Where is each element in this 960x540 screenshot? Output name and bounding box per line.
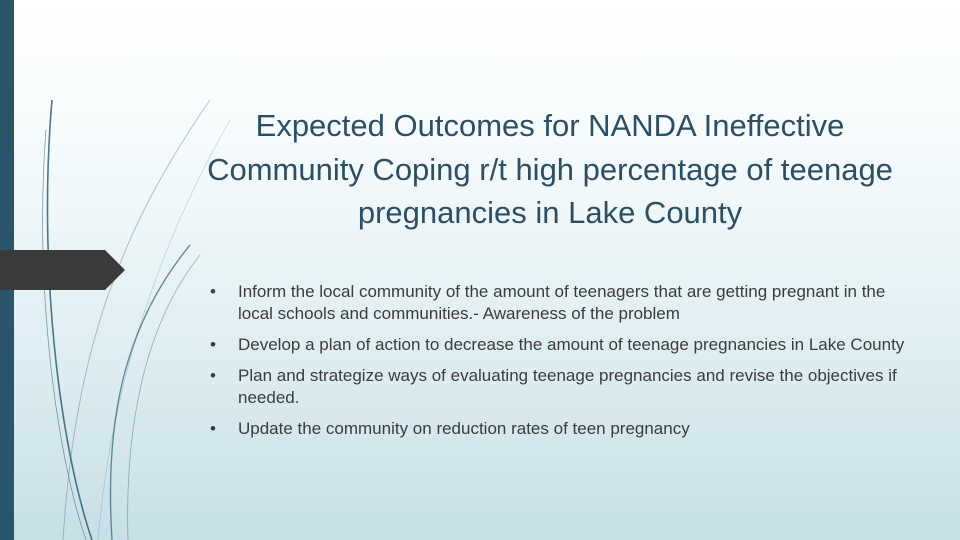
title-tab-marker — [0, 250, 125, 290]
bullet-glyph: • — [210, 335, 216, 354]
bullet-item: • Update the community on reduction rate… — [210, 418, 910, 440]
bullet-text: Inform the local community of the amount… — [238, 282, 886, 323]
bullet-glyph: • — [210, 282, 216, 301]
bullet-text: Update the community on reduction rates … — [238, 419, 690, 438]
bullet-item: • Develop a plan of action to decrease t… — [210, 334, 910, 356]
slide-title: Expected Outcomes for NANDA Ineffective … — [207, 108, 893, 230]
decorative-swoosh-lines — [42, 99, 231, 540]
bullet-item: • Plan and strategize ways of evaluating… — [210, 365, 910, 409]
bullet-list: • Inform the local community of the amou… — [210, 281, 910, 449]
bullet-item: • Inform the local community of the amou… — [210, 281, 910, 325]
bullet-glyph: • — [210, 366, 216, 385]
bullet-glyph: • — [210, 419, 216, 438]
bullet-text: Plan and strategize ways of evaluating t… — [238, 366, 897, 407]
bullet-text: Develop a plan of action to decrease the… — [238, 335, 905, 354]
